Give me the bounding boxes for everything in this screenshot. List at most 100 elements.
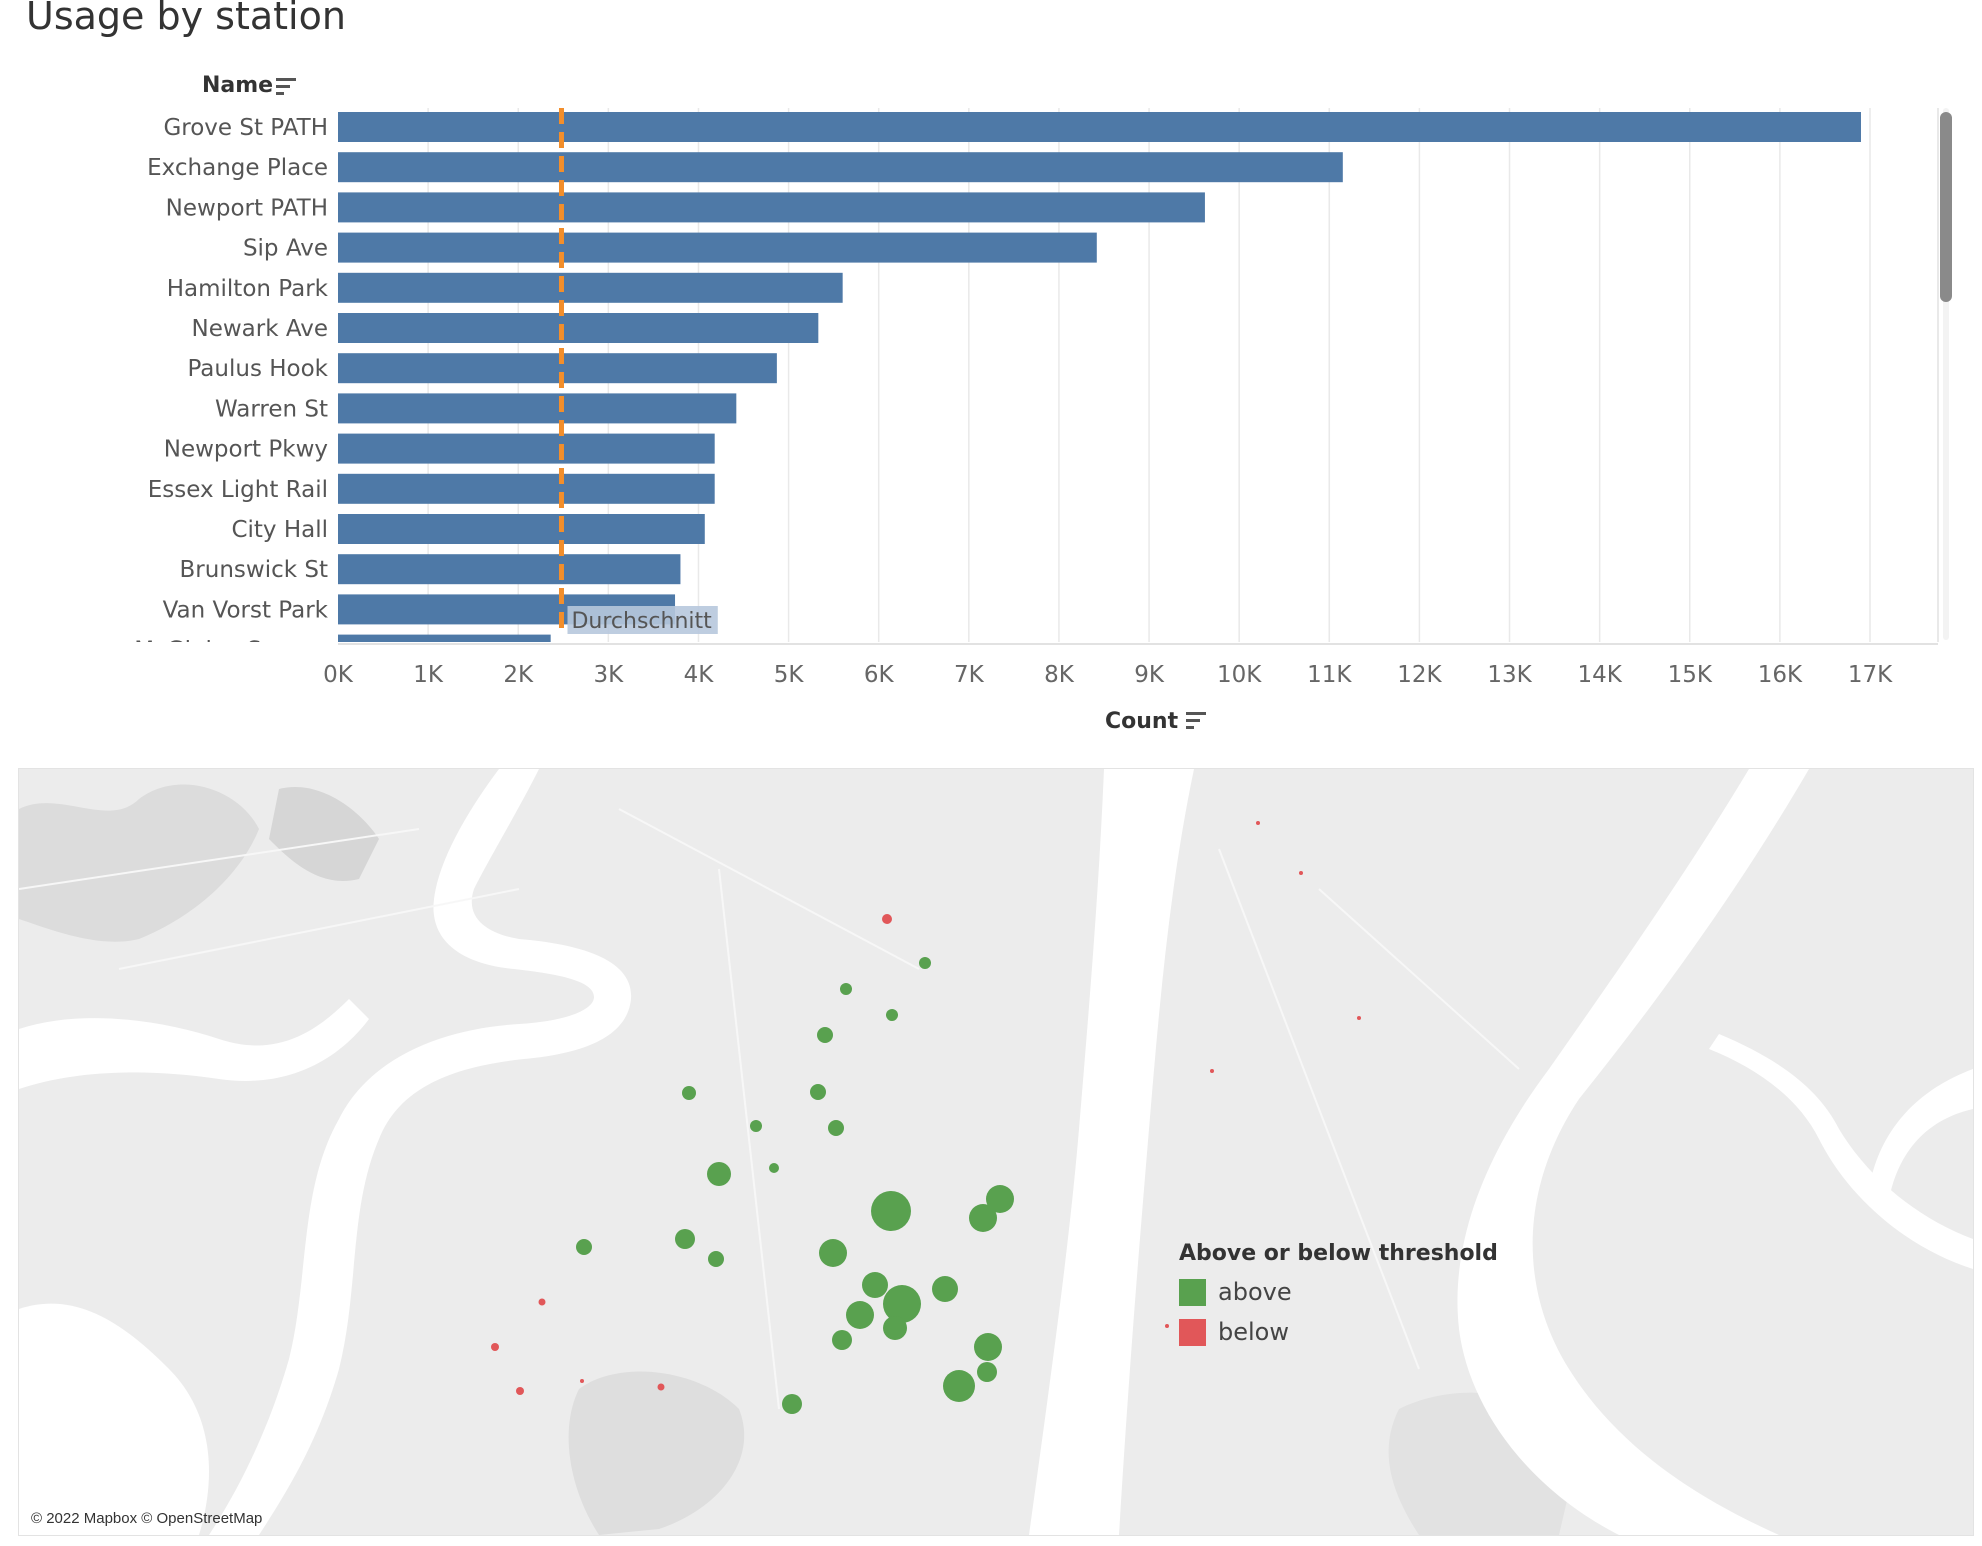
station-point[interactable] [871, 1191, 911, 1231]
x-tick-label: 6K [864, 662, 895, 688]
station-point[interactable] [707, 1162, 731, 1186]
x-tick-label: 0K [323, 662, 354, 688]
x-tick-label: 17K [1848, 662, 1893, 688]
row-label: Brunswick St [180, 557, 328, 583]
station-point[interactable] [769, 1163, 779, 1173]
row-header-name: Name [202, 73, 273, 98]
bars [338, 112, 1861, 665]
station-point[interactable] [969, 1204, 997, 1232]
sort-icon[interactable] [1186, 712, 1206, 729]
station-point[interactable] [932, 1276, 958, 1302]
bar[interactable] [338, 272, 843, 303]
x-tick-label: 5K [774, 662, 805, 688]
station-point[interactable] [862, 1272, 888, 1298]
station-points [491, 821, 1361, 1414]
row-label: Grove St PATH [163, 115, 328, 141]
x-tick-label: 14K [1577, 662, 1622, 688]
station-point[interactable] [883, 1285, 921, 1323]
station-point[interactable] [1256, 821, 1260, 825]
map-canvas[interactable] [19, 769, 1973, 1535]
station-point[interactable] [1357, 1016, 1361, 1020]
legend-swatch-below [1179, 1318, 1206, 1346]
station-point[interactable] [1299, 871, 1303, 875]
station-point[interactable] [840, 983, 852, 995]
x-axis-title: Count [1105, 709, 1179, 734]
station-point[interactable] [1210, 1069, 1214, 1073]
row-label: Warren St [215, 396, 328, 422]
reference-line: Durchschnitt [558, 108, 718, 636]
station-point[interactable] [708, 1251, 724, 1267]
station-point[interactable] [883, 1316, 907, 1340]
bar[interactable] [338, 313, 819, 343]
station-point[interactable] [538, 1298, 546, 1306]
bar-chart[interactable]: Grove St PATH Exchange Place Newport PATH S… [0, 70, 1982, 750]
station-point[interactable] [750, 1120, 762, 1132]
reference-line-label-bg [567, 606, 718, 634]
row-label: City Hall [231, 517, 328, 543]
x-tick-label: 10K [1217, 662, 1262, 688]
row-label: Newport Pkwy [164, 437, 328, 463]
station-point[interactable] [817, 1027, 833, 1043]
bar[interactable] [338, 192, 1205, 223]
row-label: Van Vorst Park [163, 597, 329, 623]
station-point[interactable] [977, 1362, 997, 1382]
chart-scrollbar[interactable] [1940, 108, 1952, 640]
station-point[interactable] [828, 1120, 844, 1136]
station-point[interactable] [986, 1185, 1014, 1213]
station-point[interactable] [576, 1239, 592, 1255]
threshold-legend: Above or below threshold above below [1179, 1241, 1498, 1352]
station-point[interactable] [682, 1086, 696, 1100]
station-point[interactable] [1165, 1324, 1169, 1328]
scrollbar-track[interactable] [1943, 108, 1949, 640]
station-point[interactable] [943, 1370, 975, 1402]
dashboard-title: Usage by station [26, 0, 346, 38]
bar[interactable] [338, 514, 705, 544]
x-tick-label: 4K [684, 662, 715, 688]
bar[interactable] [338, 433, 715, 464]
x-tick-label: 1K [413, 662, 444, 688]
station-point[interactable] [974, 1333, 1002, 1361]
bar[interactable] [338, 554, 681, 585]
station-point[interactable] [657, 1383, 665, 1391]
row-label: Sip Ave [243, 236, 328, 262]
bar[interactable] [338, 393, 737, 424]
station-point[interactable] [886, 1009, 898, 1021]
station-point[interactable] [832, 1330, 852, 1350]
bar[interactable] [338, 353, 777, 384]
station-point[interactable] [819, 1239, 847, 1267]
row-labels: Grove St PATH Exchange Place Newport PATH S… [134, 115, 329, 642]
station-point[interactable] [675, 1229, 695, 1249]
row-label: Newport PATH [166, 195, 328, 221]
x-tick-label: 15K [1668, 662, 1713, 688]
station-point[interactable] [782, 1394, 802, 1414]
x-tick-label: 11K [1307, 662, 1352, 688]
sort-icon[interactable] [276, 78, 296, 95]
x-tick-label: 2K [503, 662, 534, 688]
x-tick-label: 13K [1487, 662, 1532, 688]
x-tick-label: 9K [1134, 662, 1165, 688]
station-point[interactable] [810, 1084, 826, 1100]
station-point[interactable] [882, 914, 892, 924]
map-attribution: © 2022 Mapbox © OpenStreetMap [31, 1510, 263, 1527]
bar[interactable] [338, 634, 551, 665]
row-label: Newark Ave [192, 316, 329, 342]
station-point[interactable] [846, 1301, 874, 1329]
legend-item-below[interactable]: below [1179, 1312, 1498, 1352]
bar[interactable] [338, 152, 1343, 183]
row-label: Hamilton Park [167, 276, 329, 302]
station-point[interactable] [580, 1379, 584, 1383]
station-map[interactable]: © 2022 Mapbox © OpenStreetMap Above or b… [18, 768, 1974, 1536]
station-point[interactable] [919, 957, 931, 969]
station-point[interactable] [516, 1387, 524, 1395]
map-roads [19, 808, 1520, 1410]
x-axis: 0K 1K 2K 3K 4K 5K 6K 7K 8K 9K 10K 11K 12K 13K 14K 15K 16… [323, 643, 1938, 688]
station-point[interactable] [491, 1343, 499, 1351]
headers: Name Count [202, 73, 1206, 734]
legend-label-above: above [1218, 1278, 1292, 1306]
x-tick-label: 7K [954, 662, 985, 688]
bar[interactable] [338, 232, 1097, 263]
legend-item-above[interactable]: above [1179, 1272, 1498, 1312]
bar[interactable] [338, 112, 1861, 142]
bar[interactable] [338, 473, 715, 504]
scrollbar-thumb[interactable] [1940, 112, 1952, 302]
